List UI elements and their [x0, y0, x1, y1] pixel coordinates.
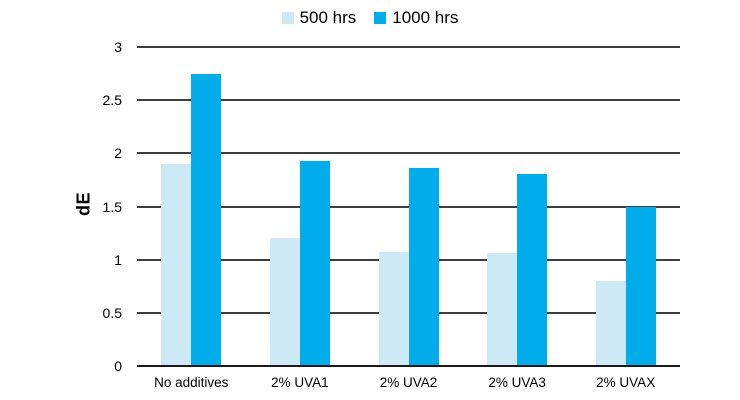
- legend-swatch-500-hrs-icon: [281, 12, 294, 24]
- gridline-2.5: [137, 99, 680, 102]
- bar-500-hrs-2pct-uva3: [487, 253, 518, 366]
- legend-label-1000-hrs: 1000 hrs: [392, 8, 459, 27]
- legend-label-500-hrs: 500 hrs: [299, 8, 357, 27]
- y-tick-label-0: 0: [114, 358, 122, 374]
- y-tick-label-3: 3: [114, 39, 122, 55]
- y-tick-label-1.5: 1.5: [102, 198, 122, 215]
- x-tick-label-2pct-uva1: 2% UVA1: [271, 375, 329, 390]
- bar-500-hrs-no-additives: [161, 163, 192, 366]
- x-tick-label-2pct-uvax: 2% UVAX: [596, 375, 656, 390]
- bar-500-hrs-2pct-uvax: [595, 280, 626, 366]
- y-tick-label-2: 2: [114, 145, 122, 162]
- y-tick-label-1: 1: [114, 251, 122, 268]
- gridline-3: [137, 46, 680, 48]
- bar-1000-hrs-2pct-uva1: [299, 160, 330, 366]
- gridline-2: [137, 152, 680, 155]
- bar-500-hrs-2pct-uva1: [269, 238, 300, 366]
- bar-1000-hrs-2pct-uvax: [625, 206, 656, 366]
- y-tick-label-2.5: 2.5: [102, 92, 122, 109]
- plot-area: [137, 46, 680, 367]
- y-tick-label-0.5: 0.5: [102, 304, 122, 321]
- bar-1000-hrs-2pct-uva3: [517, 173, 548, 366]
- x-tick-label-no-additives: No additives: [154, 375, 229, 390]
- bar-1000-hrs-2pct-uva2: [408, 168, 439, 366]
- chart-legend: 500 hrs 1000 hrs: [0, 8, 740, 28]
- legend-swatch-1000-hrs-icon: [374, 12, 387, 24]
- x-tick-label-2pct-uva3: 2% UVA3: [488, 375, 546, 390]
- bar-1000-hrs-no-additives: [191, 73, 222, 366]
- legend-item-1000-hrs: 1000 hrs: [374, 8, 458, 28]
- x-axis-line: [137, 365, 680, 367]
- x-tick-label-2pct-uva2: 2% UVA2: [379, 375, 438, 390]
- bar-500-hrs-2pct-uva2: [378, 252, 409, 366]
- legend-item-500-hrs: 500 hrs: [281, 8, 357, 28]
